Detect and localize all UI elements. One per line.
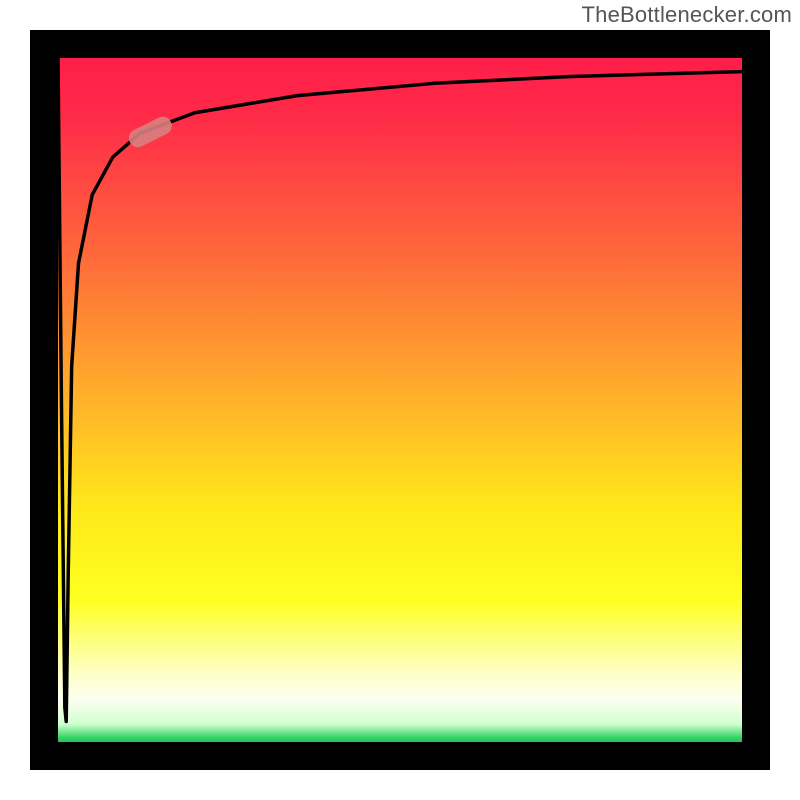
watermark-text: TheBottlenecker.com (582, 2, 792, 28)
chart-svg (0, 0, 800, 800)
gradient-background (44, 44, 756, 756)
chart-container: TheBottlenecker.com (0, 0, 800, 800)
